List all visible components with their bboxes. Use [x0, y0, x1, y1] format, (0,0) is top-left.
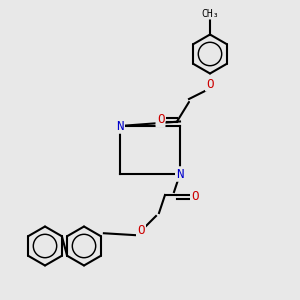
- Text: O: O: [157, 113, 164, 126]
- Text: O: O: [137, 224, 145, 238]
- Text: O: O: [191, 190, 199, 203]
- Text: N: N: [116, 119, 124, 133]
- Text: O: O: [206, 77, 214, 91]
- Text: N: N: [176, 167, 184, 181]
- Text: CH₃: CH₃: [201, 8, 219, 19]
